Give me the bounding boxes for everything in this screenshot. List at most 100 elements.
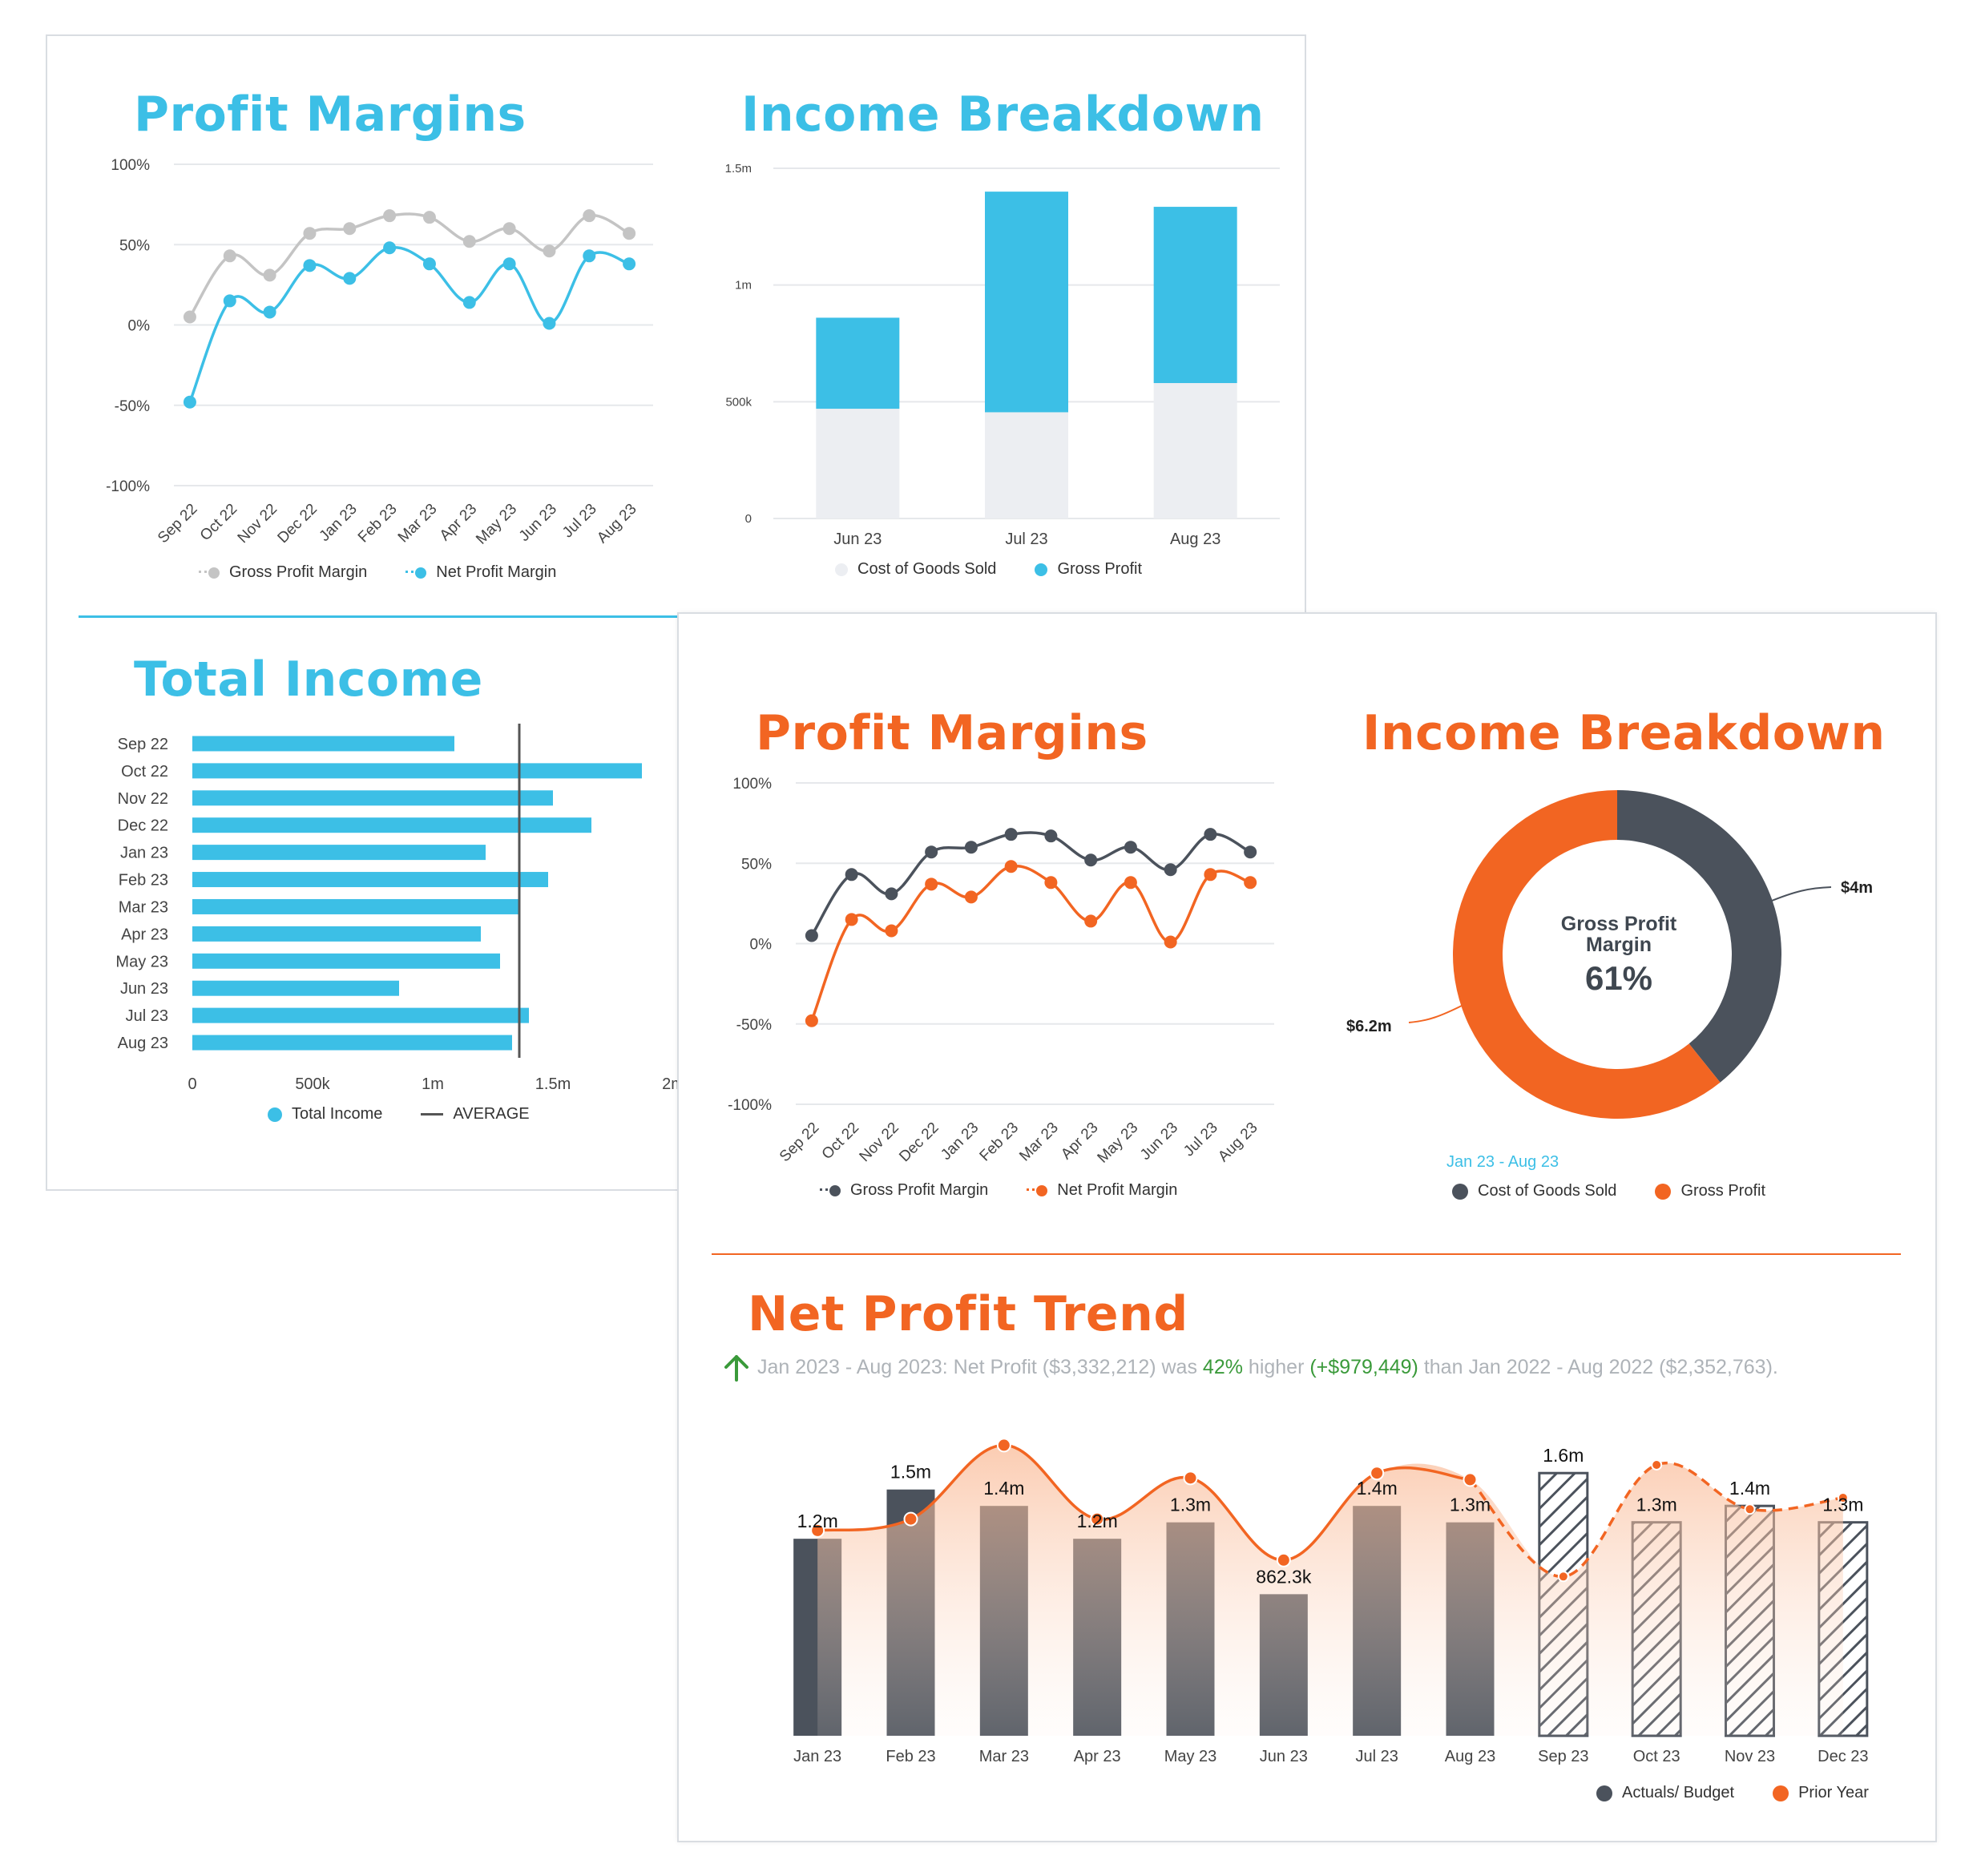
trend-prior-year-point [1276, 1552, 1291, 1567]
blue-pm-data-point [183, 310, 196, 324]
orange-pm-data-point [925, 845, 938, 859]
legend-label: Prior Year [1798, 1784, 1869, 1801]
trend-prior-year-point [1463, 1472, 1478, 1487]
trend-prior-year-point [1837, 1491, 1849, 1503]
blue-ti-y-tick-label: Mar 23 [119, 898, 168, 916]
blue-ib-y-tick-label: 1m [735, 279, 752, 292]
trend-bar-value-label: 1.2m [1077, 1511, 1118, 1531]
trend-x-tick-label: Dec 23 [1818, 1748, 1868, 1765]
summary-percent: 42% [1202, 1356, 1243, 1378]
legend-dot-icon [1773, 1785, 1789, 1801]
trend-x-tick-label: Aug 23 [1445, 1748, 1495, 1765]
legend-gross-profit[interactable]: Gross Profit [1035, 560, 1142, 579]
net-profit-trend-title: Net Profit Trend [748, 1286, 1188, 1342]
trend-prior-year-point [810, 1523, 825, 1538]
trend-bar-value-label: 1.3m [1822, 1495, 1863, 1515]
orange-pm-data-point [1124, 876, 1137, 890]
blue-income-breakdown-legend: Cost of Goods Sold Gross Profit [835, 560, 1180, 579]
orange-pm-y-tick-label: 50% [741, 856, 772, 873]
blue-ti-bar [192, 1035, 512, 1051]
blue-pm-y-tick-label: -50% [115, 398, 150, 415]
legend-label: Net Profit Margin [436, 563, 557, 581]
blue-ib-y-tick-label: 1.5m [725, 162, 752, 175]
legend-cost-of-goods-sold[interactable]: Cost of Goods Sold [835, 560, 996, 579]
legend-gross-profit-margin[interactable]: Gross Profit Margin [199, 563, 367, 582]
legend-gross-profit-margin[interactable]: Gross Profit Margin [820, 1181, 988, 1200]
orange-pm-y-tick-label: 0% [750, 937, 773, 954]
blue-total-income-legend: Total Income AVERAGE [268, 1105, 568, 1124]
blue-ti-bar [192, 790, 553, 806]
legend-dot-icon [1035, 563, 1048, 576]
orange-pm-data-point [1084, 914, 1098, 928]
legend-dot-icon [1596, 1785, 1612, 1801]
orange-pm-data-point [885, 887, 898, 901]
donut-date-range: Jan 23 - Aug 23 [1446, 1153, 1559, 1171]
trend-x-tick-label: May 23 [1164, 1748, 1217, 1765]
trend-prior-year-point [903, 1511, 918, 1527]
legend-label: Gross Profit [1057, 560, 1143, 578]
donut-center-line1: Gross Profit [1560, 913, 1677, 935]
blue-ib-bar-cogs [816, 409, 900, 518]
blue-ib-y-tick-label: 500k [725, 395, 752, 409]
blue-ti-y-tick-label: May 23 [115, 953, 168, 970]
legend-average[interactable]: AVERAGE [421, 1105, 530, 1124]
blue-pm-y-tick-label: 50% [119, 237, 150, 254]
orange-income-breakdown-title: Income Breakdown [1362, 705, 1886, 761]
legend-marker-icon [199, 567, 221, 579]
blue-ti-x-tick-label: 1m [422, 1075, 444, 1093]
legend-line-icon [421, 1113, 444, 1116]
legend-label: Net Profit Margin [1057, 1181, 1178, 1199]
blue-pm-data-point [502, 222, 516, 236]
orange-pm-data-point [805, 1014, 818, 1027]
blue-pm-data-point [263, 305, 276, 319]
legend-dot-icon [835, 563, 848, 576]
legend-label: Gross Profit [1680, 1182, 1766, 1200]
legend-net-profit-margin[interactable]: Net Profit Margin [1027, 1181, 1177, 1200]
donut-center-line2: Margin [1586, 934, 1652, 956]
trend-bar-value-label: 1.3m [1636, 1495, 1677, 1515]
orange-profit-margins-legend: Gross Profit Margin Net Profit Margin [820, 1181, 1216, 1200]
legend-label: Cost of Goods Sold [1478, 1182, 1617, 1200]
blue-ti-y-tick-label: Jun 23 [120, 980, 168, 998]
trend-bar-value-label: 1.5m [890, 1462, 931, 1483]
blue-ti-bar [192, 1007, 529, 1023]
blue-ib-bar-gross-profit [985, 192, 1068, 413]
blue-pm-data-point [303, 259, 317, 272]
trend-x-tick-label: Apr 23 [1074, 1748, 1121, 1765]
donut-label-cogs: $4m [1841, 879, 1874, 897]
blue-ti-bar [192, 763, 642, 779]
legend-gross-profit[interactable]: Gross Profit [1655, 1182, 1765, 1200]
trend-x-tick-label: Mar 23 [979, 1748, 1029, 1765]
summary-prefix: Jan 2023 - Aug 2023: Net Profit ($3,332,… [757, 1356, 1203, 1378]
orange-pm-data-point [1084, 853, 1098, 867]
orange-pm-data-point [1044, 829, 1058, 843]
legend-net-profit-margin[interactable]: Net Profit Margin [405, 563, 556, 582]
legend-actuals-budget[interactable]: Actuals/ Budget [1596, 1784, 1734, 1802]
blue-pm-data-point [543, 244, 556, 258]
blue-ti-bar [192, 980, 399, 996]
trend-prior-year-area [817, 1445, 1843, 1736]
blue-pm-data-point [223, 294, 236, 308]
summary-suffix: than Jan 2022 - Aug 2022 ($2,352,763). [1418, 1356, 1778, 1378]
orange-profit-margins-title: Profit Margins [756, 705, 1148, 761]
trend-x-tick-label: Jan 23 [793, 1748, 841, 1765]
net-profit-summary: Jan 2023 - Aug 2023: Net Profit ($3,332,… [757, 1356, 1778, 1379]
orange-pm-data-point [964, 841, 978, 854]
blue-pm-y-tick-label: -100% [106, 478, 150, 495]
trend-prior-year-point [1090, 1511, 1105, 1527]
legend-cost-of-goods-sold[interactable]: Cost of Goods Sold [1452, 1182, 1616, 1200]
blue-ti-bar [192, 845, 486, 861]
legend-label: Actuals/ Budget [1622, 1784, 1735, 1801]
trend-prior-year-point [1370, 1466, 1385, 1481]
legend-prior-year[interactable]: Prior Year [1773, 1784, 1869, 1802]
blue-pm-data-point [623, 257, 636, 271]
donut-slice-cogs [1617, 790, 1781, 1083]
legend-total-income[interactable]: Total Income [268, 1105, 382, 1124]
blue-ti-x-tick-label: 1.5m [535, 1075, 571, 1093]
blue-ti-y-tick-label: Jan 23 [120, 845, 168, 862]
orange-pm-data-point [964, 890, 978, 904]
blue-pm-data-point [223, 249, 236, 263]
